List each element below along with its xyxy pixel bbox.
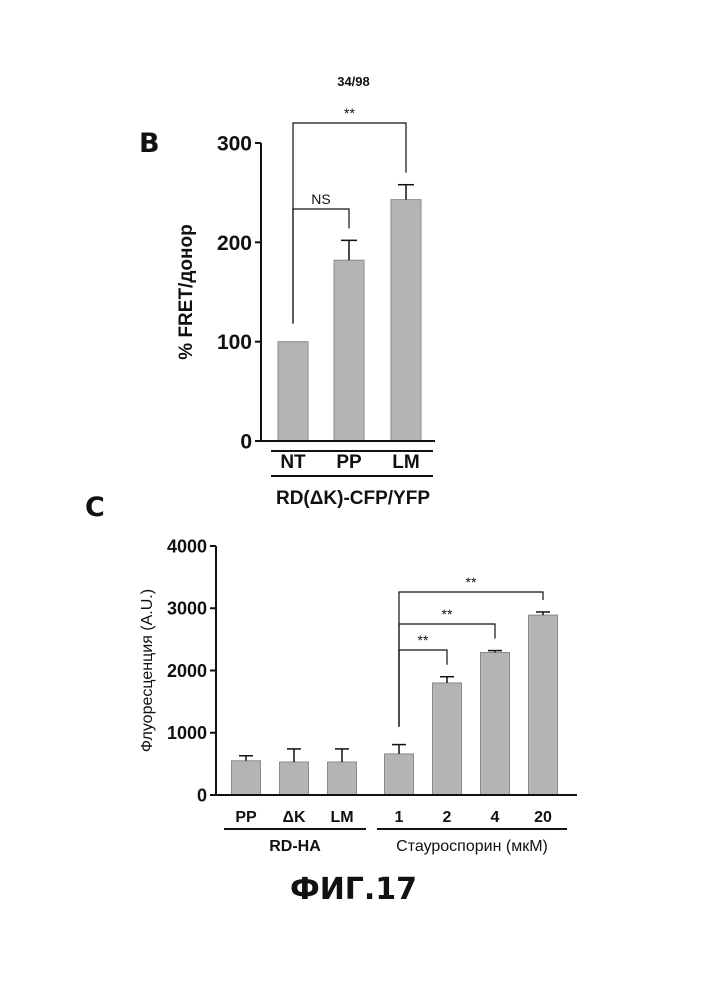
chart-c-y-tick-label: 2000 <box>167 661 207 681</box>
chart-c-bar <box>481 652 510 795</box>
chart-c-y-axis-label: Флуоресценция (A.U.) <box>139 589 156 752</box>
chart-c-category-label: PP <box>235 809 257 826</box>
chart-c-bar <box>280 762 309 795</box>
chart-b-category-label: NT <box>280 452 306 473</box>
chart-b-y-tick-label: 100 <box>217 331 252 354</box>
chart-c-category-label: 1 <box>395 809 404 826</box>
chart-b-category-label: PP <box>336 452 362 473</box>
chart-b-y-tick-label: 300 <box>217 133 252 156</box>
chart-c-bar <box>385 754 414 795</box>
chart-b-significance-label: NS <box>311 191 330 207</box>
chart-b-significance-label: ** <box>344 105 355 121</box>
chart-c-y-tick-label: 3000 <box>167 599 207 619</box>
chart-c-category-label: 2 <box>443 809 452 826</box>
chart-c-significance-label: ** <box>418 632 429 648</box>
chart-c-bar <box>328 762 357 795</box>
chart-c-group-label: Стауроспорин (мкМ) <box>396 838 548 855</box>
chart-c-bar <box>433 683 462 795</box>
chart-c-y-tick-label: 4000 <box>167 536 207 556</box>
figure-caption: ФИГ.17 <box>0 872 707 907</box>
chart-c-bar <box>529 615 558 795</box>
chart-c-bar <box>232 761 261 795</box>
chart-c-category-label: ΔK <box>282 809 306 826</box>
chart-b-y-axis-label: % FRET/донор <box>176 224 197 359</box>
chart-c-category-label: 4 <box>491 809 500 826</box>
chart-b-bar <box>278 342 308 441</box>
chart-c-y-tick-label: 1000 <box>167 723 207 743</box>
chart-b-bar <box>334 260 364 441</box>
chart-c-y-tick-label: 0 <box>197 785 207 805</box>
chart-c-significance-label: ** <box>466 574 477 590</box>
chart-b-y-tick-label: 200 <box>217 232 252 255</box>
chart-c-significance-bracket <box>399 592 543 727</box>
chart-c-category-label: LM <box>330 809 353 826</box>
chart-c-group-label: RD-HA <box>269 838 321 855</box>
chart-b-category-label: LM <box>392 452 419 473</box>
chart-c-category-label: 20 <box>534 809 552 826</box>
chart-b-y-tick-label: 0 <box>240 431 252 454</box>
chart-b-bar <box>391 200 421 441</box>
chart-c-significance-label: ** <box>442 606 453 622</box>
chart-b-x-axis-label: RD(ΔK)-CFP/YFP <box>276 488 430 509</box>
